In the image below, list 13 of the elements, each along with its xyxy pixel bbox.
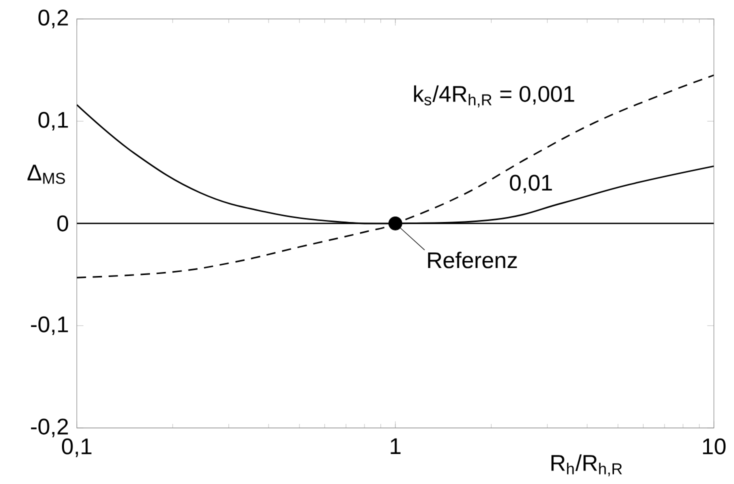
y-tick-label: 0,1 [38, 112, 68, 131]
y-tick-label: 0 [57, 216, 68, 232]
y-axis-title: Δ$_{MS}$ [28, 164, 65, 184]
y-tick-label: -0,2 [31, 418, 68, 438]
x-tick-label: 1 [390, 438, 401, 454]
series-label: 0,01 [510, 174, 552, 194]
x-tick-label: 0,1 [62, 438, 92, 458]
y-tick-label: -0,1 [31, 316, 68, 336]
x-tick-label: 10 [703, 438, 726, 454]
y-tick-label: 0,2 [38, 10, 68, 28]
x-axis-title: R$_{h}$/R$_{h,R}$ [551, 454, 622, 476]
annotation: Referenz [428, 252, 517, 268]
series-label: k$_{s}$/4R$_{h,R}$ = 0,001 [414, 85, 574, 108]
